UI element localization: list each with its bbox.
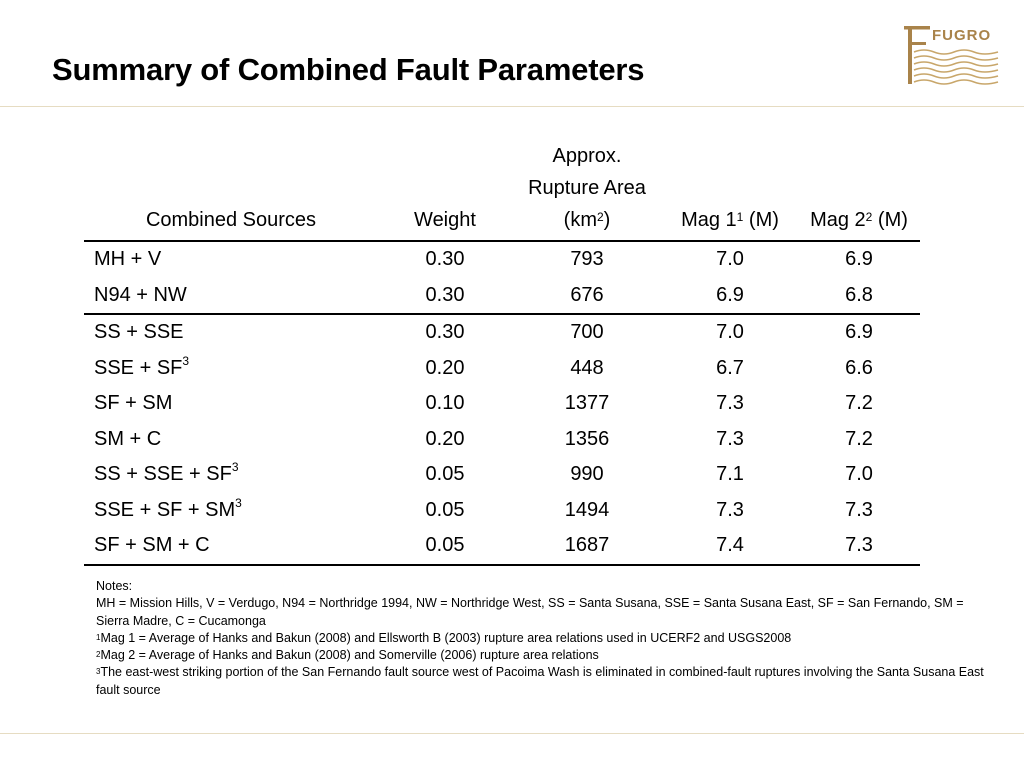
weight-cell: 0.30 <box>378 277 512 315</box>
weight-cell: 0.05 <box>425 498 465 521</box>
mag2-cell: 7.2 <box>845 427 873 450</box>
source-cell: SS + SSE <box>94 321 184 344</box>
mag2-cell: 7.2 <box>845 392 873 415</box>
header-mag2-unit: (M) <box>872 209 908 231</box>
area-cell: 448 <box>570 356 604 379</box>
header-mag1-sup: 1 <box>736 210 744 224</box>
header-area-close: ) <box>603 209 611 231</box>
fault-parameters-table: Combined Sources Weight Approx. Rupture A… <box>84 140 920 566</box>
weight-cell: 0.05 <box>425 463 465 486</box>
header-area-line2: Rupture Area <box>528 177 646 199</box>
weight-cell: 0.20 <box>425 356 465 379</box>
header-mag1-label: Mag 1 <box>681 209 737 231</box>
source-cell: SSE + SF3 <box>94 353 190 379</box>
table-row: SSE + SF3 0.20 448 6.7 6.6 <box>84 351 920 387</box>
area-cell: 990 <box>570 463 604 486</box>
source-cell: SS + SSE + SF3 <box>94 460 239 486</box>
mag1-cell: 7.3 <box>716 498 744 521</box>
area-cell: 1494 <box>564 498 610 521</box>
table-row: SF + SM + C 0.05 1687 7.4 7.3 <box>84 528 920 566</box>
notes-section: Notes: MH = Mission Hills, V = Verdugo, … <box>96 578 986 699</box>
table-row: SF + SM 0.10 1377 7.3 7.2 <box>84 386 920 422</box>
mag2-cell: 6.9 <box>845 321 873 344</box>
area-cell: 1377 <box>564 392 610 415</box>
weight-cell: 0.10 <box>425 392 465 415</box>
mag1-cell: 6.9 <box>662 277 798 315</box>
header-mag2: Mag 22 (M) <box>798 140 920 242</box>
weight-cell: 0.05 <box>378 528 512 566</box>
mag2-cell: 6.9 <box>845 248 873 271</box>
area-cell: 700 <box>570 321 604 344</box>
mag1-cell: 6.7 <box>716 356 744 379</box>
source-cell: MH + V <box>94 248 162 271</box>
notes-heading: Notes: <box>96 579 133 593</box>
fugro-logo: FUGRO <box>902 18 1002 88</box>
header-mag1: Mag 11 (M) <box>662 140 798 242</box>
mag1-cell: 7.4 <box>662 528 798 566</box>
table-row: MH + V 0.30 793 7.0 6.9 <box>84 241 920 278</box>
mag2-cell: 6.8 <box>798 277 920 315</box>
header-mag2-sup: 2 <box>865 210 873 224</box>
mag2-cell: 6.6 <box>845 356 873 379</box>
note-1: 1Mag 1 = Average of Hanks and Bakun (200… <box>96 630 792 645</box>
note-2: 2Mag 2 = Average of Hanks and Bakun (200… <box>96 648 599 663</box>
notes-abbreviations: MH = Mission Hills, V = Verdugo, N94 = N… <box>96 596 964 628</box>
footer-divider <box>0 733 1024 734</box>
weight-cell: 0.30 <box>425 248 465 271</box>
mag1-cell: 7.1 <box>716 463 744 486</box>
source-cell: N94 + NW <box>84 277 378 315</box>
header-rupture-area: Approx. Rupture Area (km2) <box>512 140 662 242</box>
table-row: SS + SSE 0.30 700 7.0 6.9 <box>84 314 920 351</box>
source-cell: SF + SM + C <box>84 528 378 566</box>
mag1-cell: 7.3 <box>716 427 744 450</box>
table-row: N94 + NW 0.30 676 6.9 6.8 <box>84 277 920 315</box>
note-3: 3The east-west striking portion of the S… <box>96 665 984 697</box>
header-area-sup: 2 <box>596 210 604 224</box>
page-title: Summary of Combined Fault Parameters <box>52 52 645 87</box>
header-weight: Weight <box>378 140 512 242</box>
header-divider <box>0 106 1024 107</box>
table-row: SS + SSE + SF3 0.05 990 7.1 7.0 <box>84 457 920 493</box>
weight-cell: 0.20 <box>425 427 465 450</box>
area-cell: 1356 <box>564 427 610 450</box>
mag2-cell: 7.3 <box>798 528 920 566</box>
mag2-cell: 7.0 <box>845 463 873 486</box>
header-area-line1: Approx. <box>552 145 622 167</box>
header-mag1-unit: (M) <box>743 209 779 231</box>
mag1-cell: 7.3 <box>716 392 744 415</box>
table-row: SSE + SF + SM3 0.05 1494 7.3 7.3 <box>84 493 920 529</box>
logo-wordmark: FUGRO <box>932 27 991 44</box>
table-row: SM + C 0.20 1356 7.3 7.2 <box>84 422 920 458</box>
area-cell: 793 <box>570 248 604 271</box>
source-cell: SM + C <box>94 427 162 450</box>
table-header-row: Combined Sources Weight Approx. Rupture A… <box>84 140 920 242</box>
header-area-line3: (km <box>563 209 597 231</box>
area-cell: 1687 <box>512 528 662 566</box>
header-combined-sources: Combined Sources <box>84 140 378 242</box>
header-mag2-label: Mag 2 <box>810 209 866 231</box>
area-cell: 676 <box>512 277 662 315</box>
mag1-cell: 7.0 <box>716 321 744 344</box>
mag1-cell: 7.0 <box>716 248 744 271</box>
source-cell: SF + SM <box>94 392 173 415</box>
mag2-cell: 7.3 <box>845 498 873 521</box>
source-cell: SSE + SF + SM3 <box>94 495 242 521</box>
weight-cell: 0.30 <box>425 321 465 344</box>
